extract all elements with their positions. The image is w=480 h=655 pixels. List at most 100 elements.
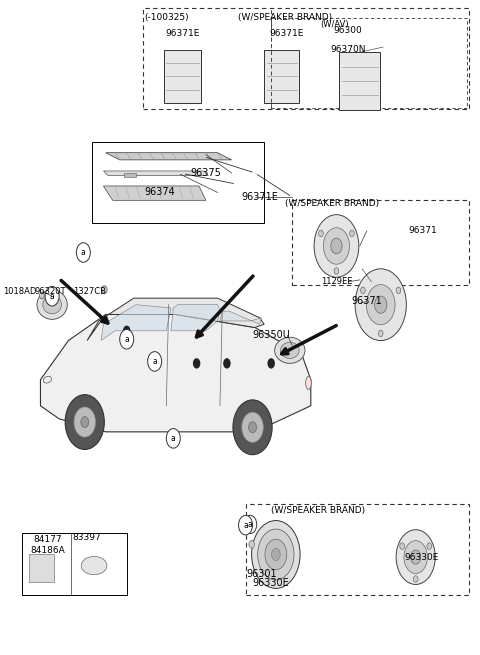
- FancyBboxPatch shape: [264, 50, 300, 103]
- Circle shape: [76, 243, 90, 262]
- Circle shape: [65, 395, 104, 449]
- Circle shape: [319, 230, 323, 236]
- Text: 1327CB: 1327CB: [73, 287, 106, 296]
- Bar: [246, 504, 469, 595]
- Ellipse shape: [43, 377, 52, 383]
- Text: 96300: 96300: [334, 26, 362, 35]
- Polygon shape: [106, 153, 231, 160]
- Ellipse shape: [43, 295, 61, 314]
- Circle shape: [244, 515, 257, 534]
- Polygon shape: [103, 171, 208, 176]
- Circle shape: [331, 238, 342, 253]
- Text: 96301: 96301: [247, 569, 277, 579]
- Circle shape: [314, 215, 359, 277]
- Text: a: a: [171, 434, 176, 443]
- Circle shape: [427, 543, 432, 550]
- Bar: [143, 8, 469, 109]
- Bar: [292, 200, 469, 285]
- FancyBboxPatch shape: [164, 50, 201, 103]
- Bar: [29, 555, 54, 582]
- Polygon shape: [103, 186, 206, 200]
- Ellipse shape: [37, 290, 67, 320]
- Text: 1018AD: 1018AD: [3, 287, 36, 296]
- Text: 96350U: 96350U: [252, 330, 290, 341]
- Text: 96330E: 96330E: [253, 578, 289, 588]
- Text: 96371: 96371: [408, 227, 437, 235]
- Ellipse shape: [81, 557, 107, 574]
- Circle shape: [355, 269, 407, 341]
- Text: a: a: [124, 335, 129, 344]
- Circle shape: [396, 287, 401, 293]
- Circle shape: [151, 358, 158, 369]
- Text: 84177: 84177: [33, 535, 62, 544]
- Text: (W/SPEAKER BRAND): (W/SPEAKER BRAND): [285, 199, 379, 208]
- Text: 96375: 96375: [191, 168, 221, 178]
- Circle shape: [239, 515, 252, 535]
- Ellipse shape: [275, 337, 305, 364]
- Circle shape: [102, 286, 107, 293]
- Circle shape: [366, 284, 395, 325]
- Circle shape: [242, 412, 264, 442]
- Circle shape: [252, 521, 300, 588]
- Circle shape: [411, 550, 420, 564]
- Text: 96330E: 96330E: [404, 553, 438, 561]
- Text: 96371E: 96371E: [241, 192, 278, 202]
- Text: (W/SPEAKER BRAND): (W/SPEAKER BRAND): [238, 13, 332, 22]
- Circle shape: [272, 548, 280, 561]
- Circle shape: [378, 330, 383, 337]
- Text: 1129EE: 1129EE: [321, 277, 352, 286]
- FancyBboxPatch shape: [339, 52, 380, 109]
- Text: a: a: [50, 291, 55, 301]
- Polygon shape: [40, 314, 311, 432]
- Polygon shape: [87, 298, 264, 341]
- Bar: [22, 533, 127, 595]
- Circle shape: [223, 358, 230, 369]
- Circle shape: [265, 539, 287, 570]
- Circle shape: [193, 358, 200, 369]
- Circle shape: [360, 287, 365, 293]
- Ellipse shape: [280, 342, 299, 358]
- Circle shape: [349, 230, 354, 236]
- Circle shape: [81, 417, 89, 428]
- Circle shape: [166, 428, 180, 448]
- Polygon shape: [171, 305, 220, 331]
- Circle shape: [396, 530, 435, 584]
- Circle shape: [148, 352, 162, 371]
- Circle shape: [258, 529, 294, 580]
- Circle shape: [249, 422, 256, 433]
- Text: 96320T: 96320T: [34, 287, 66, 296]
- Circle shape: [74, 407, 96, 437]
- Circle shape: [400, 543, 405, 550]
- Circle shape: [334, 268, 339, 274]
- Circle shape: [39, 292, 44, 299]
- Circle shape: [267, 358, 275, 369]
- Text: (-100325): (-100325): [144, 13, 189, 22]
- Circle shape: [374, 296, 387, 313]
- Circle shape: [233, 400, 272, 455]
- Text: 96371: 96371: [351, 297, 382, 307]
- Text: 96371E: 96371E: [269, 29, 304, 39]
- Text: 96371E: 96371E: [166, 29, 200, 39]
- Text: a: a: [248, 520, 252, 529]
- Circle shape: [123, 326, 131, 336]
- Bar: [271, 18, 467, 107]
- Text: a: a: [152, 357, 157, 366]
- Circle shape: [413, 576, 418, 582]
- Text: 96370N: 96370N: [330, 45, 366, 54]
- Text: a: a: [243, 521, 248, 530]
- Text: (W/SPEAKER BRAND): (W/SPEAKER BRAND): [271, 506, 365, 515]
- Bar: [124, 173, 136, 178]
- Circle shape: [324, 228, 349, 264]
- Text: 84186A: 84186A: [30, 546, 65, 555]
- Text: a: a: [81, 248, 86, 257]
- Ellipse shape: [306, 377, 311, 390]
- Text: 83397: 83397: [72, 533, 101, 542]
- Text: 96374: 96374: [144, 187, 175, 198]
- Polygon shape: [101, 305, 171, 341]
- Circle shape: [120, 329, 134, 349]
- Circle shape: [249, 540, 254, 548]
- Circle shape: [45, 286, 59, 306]
- Bar: [92, 141, 264, 223]
- Polygon shape: [220, 311, 262, 324]
- Circle shape: [404, 540, 427, 574]
